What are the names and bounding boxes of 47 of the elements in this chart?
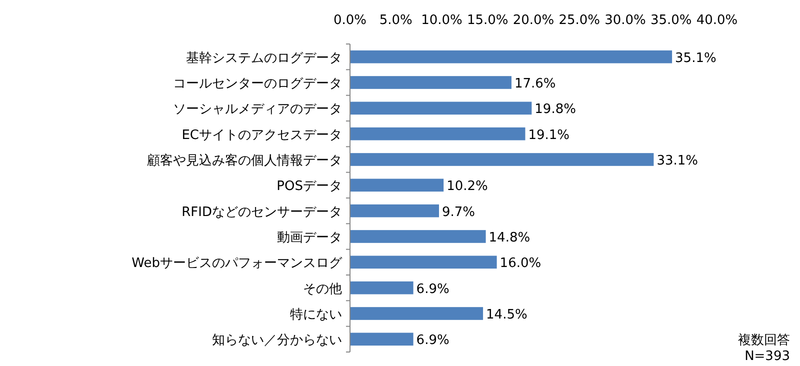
y-tick-label: ECサイトのアクセスデータ: [182, 128, 342, 143]
x-tick-label: 40.0%: [696, 13, 738, 28]
data-label: 16.0%: [500, 256, 542, 272]
bar: [350, 102, 532, 115]
data-label: 19.8%: [534, 102, 576, 118]
data-label: 9.7%: [442, 204, 476, 220]
data-label: 17.6%: [514, 76, 556, 92]
bar: [350, 127, 526, 140]
text: N=393: [744, 349, 790, 364]
data-label: 35.1%: [675, 50, 716, 66]
text: 複数回答: [738, 333, 790, 348]
y-tick-label: ソーシャルメディアのデータ: [173, 102, 342, 118]
x-tick-label: 0.0%: [333, 13, 367, 28]
x-tick-label: 30.0%: [604, 13, 646, 28]
data-label: 6.9%: [416, 282, 450, 297]
x-tick-label: 35.0%: [650, 13, 692, 28]
x-tick-label: 15.0%: [466, 13, 508, 28]
x-tick-label: 10.0%: [421, 13, 462, 28]
x-tick-label: 5.0%: [379, 13, 412, 28]
y-tick-label: 知らない／分からない: [212, 333, 342, 348]
bar: [350, 153, 654, 166]
data-label: 14.5%: [486, 308, 528, 322]
y-tick-label: Webサービスのパフォーマンスログ: [132, 256, 343, 272]
bar: [350, 178, 444, 192]
bar: [350, 332, 414, 346]
y-tick-label: POSデータ: [276, 179, 342, 194]
y-tick-label: その他: [303, 282, 342, 297]
bar: [350, 76, 512, 89]
y-tick-label: コールセンターのログデータ: [173, 76, 342, 92]
x-tick-label: 25.0%: [558, 13, 600, 28]
y-tick-label: RFIDなどのセンサーデータ: [182, 204, 342, 220]
y-tick-label: 基幹システムのログデータ: [186, 50, 342, 66]
bar: [350, 281, 414, 294]
bar: [350, 230, 486, 243]
bar: [350, 256, 497, 269]
y-tick-label: 顧客や見込み客の個人情報データ: [147, 152, 342, 168]
data-label: 33.1%: [656, 154, 698, 168]
data-label: 14.8%: [488, 230, 530, 246]
y-tick-label: 特にない: [290, 308, 342, 322]
y-tick-label: 動画データ: [277, 230, 342, 246]
bar: [350, 204, 439, 218]
data-label: 19.1%: [528, 128, 570, 143]
bar: [350, 307, 484, 320]
data-label: 6.9%: [416, 333, 450, 348]
x-tick-label: 20.0%: [512, 13, 554, 28]
data-label: 10.2%: [446, 179, 488, 194]
bar: [350, 50, 672, 64]
